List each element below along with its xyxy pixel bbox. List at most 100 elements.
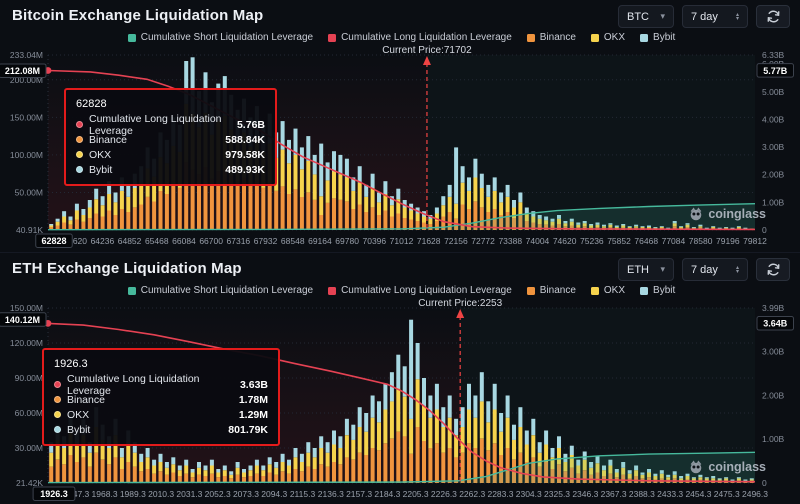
legend-label: Cumulative Long Liquidation Leverage bbox=[341, 32, 512, 43]
page-title-btc: Bitcoin Exchange Liquidation Map bbox=[12, 7, 264, 24]
svg-text:76468: 76468 bbox=[634, 236, 658, 246]
refresh-icon bbox=[767, 10, 779, 23]
coinglass-watermark: coinglass bbox=[689, 207, 766, 221]
svg-text:30.00M: 30.00M bbox=[15, 443, 43, 453]
svg-text:0: 0 bbox=[762, 478, 767, 488]
tooltip-series-value: 801.79K bbox=[228, 423, 268, 436]
svg-text:2346.3: 2346.3 bbox=[572, 489, 598, 499]
series-dot-icon bbox=[76, 151, 83, 158]
period-select[interactable]: 7 day ▴ ▾ bbox=[682, 5, 748, 28]
period-select[interactable]: 7 day ▴ ▾ bbox=[682, 258, 748, 281]
svg-text:1947.3: 1947.3 bbox=[63, 489, 89, 499]
legend-swatch-icon bbox=[328, 286, 337, 295]
tooltip-series-value: 1.29M bbox=[238, 408, 268, 421]
current-price-label: Current Price:2253 bbox=[418, 298, 503, 309]
series-dot-icon bbox=[54, 426, 61, 433]
svg-text:72156: 72156 bbox=[444, 236, 468, 246]
legend-swatch-icon bbox=[127, 286, 136, 295]
svg-text:5.77B: 5.77B bbox=[763, 66, 788, 76]
legend-item-okx[interactable]: OKX bbox=[590, 32, 626, 43]
svg-text:2031.3: 2031.3 bbox=[176, 489, 202, 499]
symbol-select[interactable]: BTC ▾ bbox=[618, 5, 674, 28]
svg-text:74620: 74620 bbox=[553, 236, 577, 246]
svg-text:65468: 65468 bbox=[145, 236, 169, 246]
short-area bbox=[48, 203, 755, 230]
tooltip-series-label: Bybit bbox=[67, 423, 91, 436]
symbol-select[interactable]: ETH ▾ bbox=[618, 258, 674, 281]
tooltip-series-value: 5.76B bbox=[236, 118, 265, 131]
svg-text:2157.3: 2157.3 bbox=[346, 489, 372, 499]
series-dot-icon bbox=[76, 136, 83, 143]
cumulative-short-line bbox=[47, 451, 756, 484]
svg-text:1.00B: 1.00B bbox=[762, 197, 785, 207]
short-area bbox=[48, 452, 755, 483]
svg-text:40.91K: 40.91K bbox=[16, 225, 43, 235]
symbol-select-value: BTC bbox=[627, 10, 649, 23]
current-price-label: Current Price:71702 bbox=[382, 45, 472, 56]
svg-text:73388: 73388 bbox=[498, 236, 522, 246]
legend-label: Cumulative Long Liquidation Leverage bbox=[341, 285, 512, 296]
svg-text:2388.3: 2388.3 bbox=[629, 489, 655, 499]
axis-labels: 233.04M 200.00M 150.00M 100.00M 50.00M 40.91K… bbox=[10, 50, 785, 246]
series-dot-icon bbox=[54, 381, 61, 388]
svg-text:140.12M: 140.12M bbox=[5, 315, 40, 325]
legend-label: Bybit bbox=[653, 285, 676, 296]
chart-legend: Cumulative Short Liquidation Leverage Cum… bbox=[48, 32, 755, 43]
svg-text:150.00M: 150.00M bbox=[10, 303, 43, 313]
legend-item-bybit[interactable]: Bybit bbox=[640, 285, 675, 296]
btc-liquidation-panel: Bitcoin Exchange Liquidation Map BTC ▾ 7… bbox=[0, 0, 800, 252]
coinglass-owl-icon bbox=[690, 207, 702, 221]
legend-item-cumulative-short-liquidation-leverage[interactable]: Cumulative Short Liquidation Leverage bbox=[127, 32, 314, 43]
tooltip-row: Cumulative Long Liquidation Leverage 3.63… bbox=[54, 373, 268, 397]
svg-text:66700: 66700 bbox=[199, 236, 223, 246]
tooltip-series-label: Bybit bbox=[89, 163, 113, 176]
svg-text:2.00B: 2.00B bbox=[762, 390, 785, 400]
tooltip-series-label: Binance bbox=[89, 133, 127, 146]
cumulative-long-line bbox=[47, 322, 756, 483]
refresh-button[interactable] bbox=[756, 258, 790, 281]
legend-item-cumulative-long-liquidation-leverage[interactable]: Cumulative Long Liquidation Leverage bbox=[328, 285, 512, 296]
legend-swatch-icon bbox=[328, 33, 337, 42]
tooltip-series-label: Cumulative Long Liquidation Leverage bbox=[67, 372, 200, 397]
svg-text:2184.3: 2184.3 bbox=[374, 489, 400, 499]
svg-text:2094.3: 2094.3 bbox=[261, 489, 287, 499]
legend-item-bybit[interactable]: Bybit bbox=[640, 32, 675, 43]
svg-text:3.00B: 3.00B bbox=[762, 346, 785, 356]
tooltip-series-value: 489.93K bbox=[225, 163, 265, 176]
svg-text:2283.3: 2283.3 bbox=[487, 489, 513, 499]
svg-text:100.00M: 100.00M bbox=[10, 150, 43, 160]
btc-liquidation-chart[interactable]: 233.04M 200.00M 150.00M 100.00M 50.00M 40.91K… bbox=[0, 0, 800, 252]
watermark-text: coinglass bbox=[708, 460, 766, 474]
chart-legend: Cumulative Short Liquidation Leverage Cum… bbox=[48, 285, 755, 296]
legend-label: Bybit bbox=[653, 32, 676, 43]
svg-text:64852: 64852 bbox=[118, 236, 142, 246]
svg-text:4.00B: 4.00B bbox=[762, 114, 785, 124]
axis-labels: 150.00M 120.00M 90.00M 60.00M 30.00M 21.42K 3.… bbox=[10, 303, 785, 499]
svg-text:2136.3: 2136.3 bbox=[318, 489, 344, 499]
page-title-eth: ETH Exchange Liquidation Map bbox=[12, 260, 242, 277]
period-select-value: 7 day bbox=[691, 263, 718, 276]
legend-swatch-icon bbox=[590, 33, 599, 42]
svg-text:75852: 75852 bbox=[607, 236, 631, 246]
refresh-icon bbox=[767, 263, 779, 276]
tooltip-rows: Cumulative Long Liquidation Leverage 5.76… bbox=[76, 113, 265, 177]
legend-item-binance[interactable]: Binance bbox=[526, 32, 576, 43]
legend-label: OKX bbox=[603, 32, 626, 43]
legend-swatch-icon bbox=[640, 33, 649, 42]
legend-item-okx[interactable]: OKX bbox=[590, 285, 625, 296]
svg-text:50.00M: 50.00M bbox=[15, 187, 43, 197]
refresh-button[interactable] bbox=[756, 5, 790, 28]
series-dot-icon bbox=[54, 411, 61, 418]
legend-label: Cumulative Short Liquidation Leverage bbox=[140, 32, 314, 43]
eth-liquidation-panel: ETH Exchange Liquidation Map ETH ▾ 7 day… bbox=[0, 252, 800, 504]
legend-item-cumulative-long-liquidation-leverage[interactable]: Cumulative Long Liquidation Leverage bbox=[328, 32, 512, 43]
tooltip-rows: Cumulative Long Liquidation Leverage 3.63… bbox=[54, 373, 268, 437]
svg-text:2.00B: 2.00B bbox=[762, 170, 785, 180]
svg-text:2052.3: 2052.3 bbox=[205, 489, 231, 499]
legend-label: Binance bbox=[539, 32, 576, 43]
svg-text:2010.3: 2010.3 bbox=[148, 489, 174, 499]
legend-item-cumulative-short-liquidation-leverage[interactable]: Cumulative Short Liquidation Leverage bbox=[127, 285, 313, 296]
legend-item-binance[interactable]: Binance bbox=[526, 285, 576, 296]
tooltip-series-label: Binance bbox=[67, 393, 105, 406]
